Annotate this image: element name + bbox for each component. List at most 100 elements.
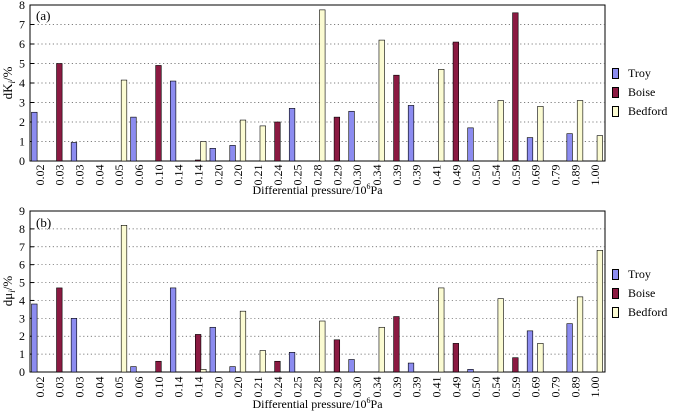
x-tick-label: 0.25: [291, 165, 305, 186]
panel-label: (a): [36, 8, 50, 23]
x-tick-label: 0.30: [350, 377, 364, 398]
x-tick-label: 0.41: [429, 377, 443, 398]
x-tick-label: 0.14: [172, 165, 186, 186]
bar-troy: [169, 80, 177, 162]
bar-boise: [393, 316, 400, 373]
bar-boise: [56, 287, 63, 373]
y-tick-label: 6: [19, 37, 25, 51]
bar-boise: [512, 357, 519, 373]
bar-troy: [209, 326, 216, 373]
x-tick-label: 0.34: [370, 377, 384, 398]
bar-boise: [274, 121, 281, 162]
x-tick-label: 0.69: [529, 165, 543, 186]
x-tick-label: 1.00: [588, 377, 602, 398]
y-tick-label: 0: [19, 154, 25, 168]
x-tick-label: 0.69: [529, 377, 543, 398]
bar-bedford: [239, 119, 247, 162]
bar-bedford: [576, 296, 584, 373]
plot-frame: [29, 210, 606, 373]
x-tick-label: 0.59: [509, 165, 523, 186]
y-tick-label: 4: [19, 76, 25, 90]
bar-bedford: [259, 125, 266, 162]
bar-troy: [407, 362, 415, 373]
y-tick-label: 1: [19, 347, 25, 361]
bar-troy: [288, 352, 296, 373]
y-tick-label: 2: [19, 329, 25, 343]
x-tick-label: 0.50: [469, 165, 483, 186]
y-tick-label: 1: [19, 135, 25, 149]
y-tick-label: 5: [19, 57, 25, 71]
x-tick-label: 0.03: [73, 377, 87, 398]
bar-troy: [70, 318, 78, 373]
bar-boise: [155, 360, 162, 373]
bar-bedford: [438, 69, 445, 162]
bar-troy: [467, 369, 474, 373]
y-tick-label: 3: [19, 96, 25, 110]
x-tick-label: 0.79: [548, 377, 562, 398]
legend-panel-a: Troy Boise Bedford: [612, 64, 698, 121]
x-tick-label: 0.03: [73, 165, 87, 186]
legend-item-troy: Troy: [612, 265, 698, 284]
bar-troy: [229, 366, 236, 373]
bar-bedford: [497, 100, 504, 162]
legend-item-boise: Boise: [612, 83, 698, 102]
y-tick-label: 8: [19, 222, 25, 236]
y-axis-title: dμi/%: [0, 276, 17, 307]
y-tick-label: 0: [19, 365, 25, 379]
panel-a: 0 1 2 3 4 5 6 7 8 0.02 0.03 0.03 0.04 0.05 0.06 0.10 0.1…: [0, 0, 606, 197]
x-tick-label: 0.49: [449, 165, 463, 186]
y-tick-label: 6: [19, 258, 25, 272]
bar-troy: [348, 110, 355, 162]
x-tick-label: 0.14: [192, 377, 206, 398]
x-tick-label: 0.21: [251, 165, 265, 186]
y-tick-label: 4: [19, 293, 25, 307]
bar-troy: [407, 105, 415, 162]
x-tick-label: 0.21: [251, 377, 265, 398]
legend-item-troy: Troy: [612, 64, 698, 83]
x-tick-label: 0.10: [152, 377, 166, 398]
legend-label-boise: Boise: [628, 85, 656, 99]
bar-boise: [195, 334, 202, 373]
x-tick-label: 0.05: [112, 165, 126, 186]
bar-boise: [333, 339, 341, 373]
bar-boise: [512, 12, 519, 162]
bar-bedford: [319, 320, 326, 373]
bar-troy: [526, 137, 534, 162]
x-tick-label: 0.39: [410, 377, 424, 398]
x-tick-label: 0.39: [410, 165, 424, 186]
y-tick-label: 9: [19, 204, 25, 218]
legend-label-troy: Troy: [628, 66, 651, 80]
bar-troy: [566, 133, 573, 162]
bar-bedford: [319, 9, 326, 162]
bar-troy: [526, 330, 534, 373]
bar-troy: [229, 145, 236, 162]
bar-boise: [56, 63, 63, 162]
y-axis-title: dKi/%: [0, 66, 17, 99]
bar-bedford: [259, 350, 266, 373]
bar-bedford: [120, 225, 128, 373]
x-tick-label: 0.24: [271, 165, 285, 186]
bar-bedford: [497, 298, 504, 373]
bar-troy: [130, 366, 137, 373]
x-tick-label: 0.20: [231, 164, 245, 185]
bar-troy: [209, 148, 216, 162]
bar-troy: [169, 287, 177, 373]
x-tick-label: 0.34: [370, 165, 384, 186]
x-tick-label: 0.30: [350, 165, 364, 186]
x-tick-label: 0.39: [390, 165, 404, 186]
y-tick-label: 7: [19, 240, 25, 254]
x-tick-label: 0.02: [33, 377, 47, 398]
bar-bedford: [537, 106, 544, 162]
legend-swatch-bedford: [612, 307, 619, 318]
bar-troy: [288, 108, 296, 162]
x-axis-title: Differential pressure/106Pa: [252, 396, 383, 411]
x-tick-label: 0.20: [211, 377, 225, 398]
legend-label-boise: Boise: [628, 286, 656, 300]
y-tick-label: 7: [19, 18, 25, 32]
x-tick-label: 0.28: [311, 165, 325, 186]
x-tick-label: 0.06: [132, 377, 146, 398]
bar-boise: [393, 74, 400, 162]
x-tick-label: 0.29: [330, 165, 344, 186]
bar-boise: [452, 41, 459, 162]
